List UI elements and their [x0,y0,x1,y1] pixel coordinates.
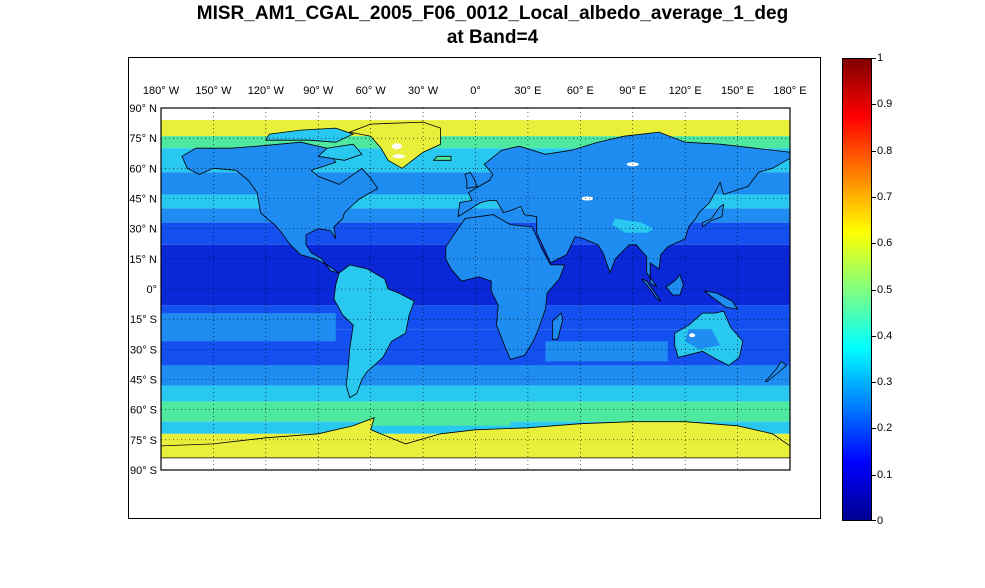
colorbar-tick-label: 0.9 [877,98,893,111]
landmass [432,155,452,161]
colorbar-tick [872,58,876,59]
colorbar-tick-label: 0.3 [877,376,893,389]
lon-tick-label: 60° E [567,85,594,97]
landmass [181,141,379,274]
lat-tick-label: 90° S [130,465,157,477]
landmass [764,360,788,382]
colorbar-tick-label: 0.8 [877,144,893,157]
map-border [160,107,791,471]
colorbar-tick-label: 0.7 [877,190,893,203]
colorbar-tick [872,289,876,291]
graticule [160,107,791,471]
lon-tick-label: 180° E [773,85,806,97]
landmass [464,171,478,189]
tibet-plateau [611,218,654,233]
chart-title-line1: MISR_AM1_CGAL_2005_F06_0012_Local_albedo… [196,3,789,24]
lon-tick-label: 30° W [408,85,439,97]
lon-tick-label: 150° W [195,85,232,97]
landmasses [160,121,791,459]
colorbar-tick-label: 0.1 [877,468,893,481]
landmass [641,278,662,302]
sahara-region [454,228,528,255]
lat-tick-label: 75° N [129,133,157,145]
landmass [704,290,739,310]
lon-tick-label: 60° W [356,85,387,97]
colorbar-tick-label: 0.4 [877,329,893,342]
albedo-zone [370,409,511,426]
missing-data-patch [391,143,402,150]
lat-tick-label: 90° N [129,103,157,115]
lat-tick-label: 60° S [130,405,157,417]
colorbar-tick-label: 1 [877,52,884,64]
lon-tick-label: 0° [470,85,481,97]
lon-tick-label: 30° E [514,85,541,97]
chart-title-line2: at Band=4 [446,27,539,48]
colorbar-tick-label: 0 [877,515,884,527]
colorbar-tick-label: 0.5 [877,283,893,296]
missing-data-patches [391,143,696,338]
landmass [702,203,725,228]
landmass [317,143,363,161]
albedo-map: 180° W 150° W 120° W 90° W 60° W 30° W 0° 30° E… [129,85,806,477]
missing-data-patch [392,154,405,159]
landmass [457,131,791,288]
landmass [160,417,791,459]
albedo-zone [545,341,668,362]
lon-tick-label: 180° W [143,85,180,97]
colorbar-tick [872,428,876,430]
albedo-zone [161,313,336,342]
lat-tick-label: 75° S [130,435,157,447]
albedo-zone [161,385,790,402]
landmass [551,312,564,340]
landmass [665,274,684,296]
colorbar-tick [872,335,876,337]
lon-tick-label: 120° W [248,85,285,97]
lat-tick-label: 0° [146,284,157,296]
colorbar-tick [872,382,876,384]
map-axes: 180° W 150° W 120° W 90° W 60° W 30° W 0° 30° E… [128,57,821,519]
lat-tick-label: 15° S [130,314,157,326]
lat-tick-label: 30° S [130,344,157,356]
colorbar-tick-label: 0.6 [877,237,893,250]
colorbar-tick [872,150,876,152]
lon-tick-label: 90° W [303,85,334,97]
colorbar-tick [872,520,876,521]
lat-tick-label: 60° N [129,163,157,175]
colorbar-tick [872,104,876,106]
lon-tick-label: 90° E [619,85,646,97]
colorbar-tick [872,243,876,245]
missing-data-patch [581,196,594,201]
lat-tick-label: 45° S [130,375,157,387]
lat-tick-label: 45° N [129,194,157,206]
colorbar-tick-label: 0.2 [877,422,893,435]
colorbar-tick [872,474,876,476]
lat-tick-label: 30° N [129,224,157,236]
colorbar: 0 0.1 0.2 0.3 0.4 0.5 0.6 0.7 0.8 0.9 1 [842,52,892,527]
colorbar-tick [872,196,876,198]
landmass [265,127,355,143]
colorbar-gradient [842,58,872,521]
lon-tick-label: 120° E [669,85,702,97]
graticule-labels: 180° W 150° W 120° W 90° W 60° W 30° W 0° 30° E… [129,85,806,477]
missing-data-patch [689,333,696,338]
lon-tick-label: 150° E [721,85,754,97]
lat-tick-label: 15° N [129,254,157,266]
